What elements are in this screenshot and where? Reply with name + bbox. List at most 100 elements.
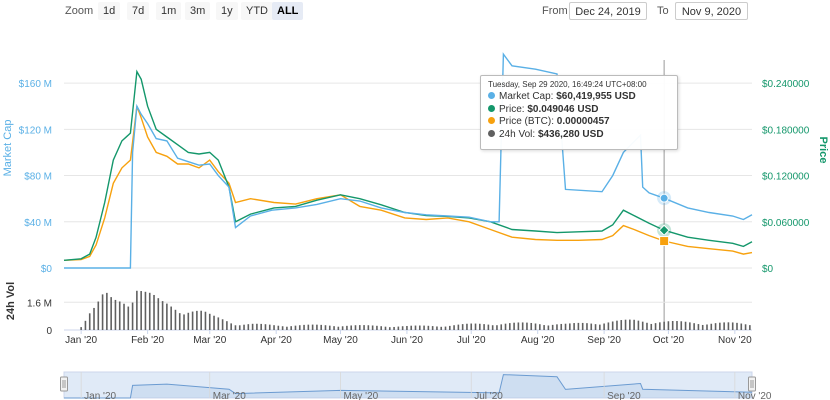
- volume-bar: [547, 325, 550, 330]
- price-btc-dot-icon: [488, 117, 495, 124]
- volume-bar: [427, 325, 430, 330]
- navigator-left-handle[interactable]: [60, 376, 68, 392]
- volume-bar: [509, 323, 511, 330]
- volume-bar: [93, 307, 95, 330]
- volume-bar: [354, 325, 357, 330]
- volume-bar: [178, 313, 181, 330]
- volume-bar: [526, 322, 528, 330]
- navigator-tick-label: Jul '20: [474, 391, 503, 400]
- volume-bar: [268, 324, 271, 330]
- market-cap-axis-title: Market Cap: [2, 120, 14, 177]
- volume-bar: [234, 325, 237, 330]
- volume-bar: [560, 323, 563, 330]
- zoom-1y-button[interactable]: 1y: [216, 2, 238, 20]
- to-date-input[interactable]: Nov 9, 2020: [675, 2, 748, 20]
- price-tick-label: $0: [762, 264, 774, 275]
- volume-bar: [277, 325, 280, 330]
- volume-bar: [401, 326, 404, 330]
- volume-bar: [204, 311, 207, 330]
- volume-bar: [620, 320, 623, 330]
- volume-bar: [650, 323, 653, 330]
- volume-bar: [423, 325, 425, 330]
- tooltip-row-volume: 24h Vol: $436,280 USD: [488, 129, 670, 142]
- volume-bar: [367, 325, 370, 330]
- volume-bar: [440, 326, 443, 330]
- volume-bar: [654, 323, 657, 330]
- volume-bar: [603, 323, 605, 330]
- market-cap-marker: [659, 193, 669, 203]
- volume-bar: [101, 294, 104, 330]
- volume-bar: [414, 325, 417, 330]
- volume-bar: [251, 323, 254, 330]
- hover-markers: [657, 191, 672, 247]
- volume-bar: [260, 323, 262, 330]
- volume-bar: [226, 321, 228, 330]
- volume-bar: [161, 301, 164, 330]
- x-tick-label: Feb '20: [131, 335, 164, 346]
- from-date-input[interactable]: Dec 24, 2019: [569, 2, 647, 20]
- volume-bar: [577, 322, 580, 330]
- volume-bar: [196, 310, 198, 330]
- zoom-3m-button[interactable]: 3m: [185, 2, 211, 20]
- volume-bar: [144, 291, 147, 330]
- zoom-7d-button[interactable]: 7d: [127, 2, 150, 20]
- volume-bar: [148, 292, 151, 330]
- tooltip-value: 0.00000457: [556, 116, 610, 127]
- series-lines: [63, 52, 753, 269]
- zoom-all-button[interactable]: ALL: [272, 2, 304, 20]
- x-tick-label: Nov '20: [718, 335, 752, 346]
- volume-bar: [324, 325, 327, 330]
- volume-bar: [221, 319, 224, 330]
- price-axis-title: Price: [817, 137, 829, 164]
- volume-bar: [217, 317, 220, 330]
- price-marker: [658, 224, 670, 236]
- chart-toolbar: Zoom 1d 7d 1m 3m 1y YTD ALL From Dec 24,…: [0, 0, 830, 26]
- volume-bar: [556, 324, 558, 330]
- volume-bar: [611, 321, 614, 330]
- volume-dot-icon: [488, 129, 495, 137]
- volume-bar: [256, 323, 258, 330]
- volume-bar: [264, 324, 267, 330]
- zoom-ytd-button[interactable]: YTD: [241, 2, 273, 20]
- volume-bar: [680, 321, 683, 330]
- volume-bar: [384, 326, 387, 330]
- price-axis: $0 $0.060000 $0.120000 $0.180000 $0.240000: [762, 79, 810, 275]
- volume-bar: [337, 326, 340, 330]
- zoom-1m-button[interactable]: 1m: [156, 2, 182, 20]
- navigator-area: [64, 374, 752, 398]
- navigator[interactable]: Jan '20 Mar '20 May '20 Jul '20 Sep '20 Nov '…: [60, 371, 772, 400]
- navigator-right-handle[interactable]: [748, 376, 756, 392]
- volume-bar: [633, 319, 635, 330]
- tooltip-row-market-cap: Market Cap: $60,419,955 USD: [488, 91, 670, 104]
- volume-bar: [320, 324, 322, 330]
- volume-bar: [453, 325, 455, 330]
- volume-bar: [500, 324, 503, 330]
- tooltip-row-price: Price: $0.049046 USD: [488, 104, 670, 117]
- volume-bar: [684, 321, 687, 330]
- volume-bar: [303, 324, 305, 330]
- volume-bar: [543, 325, 545, 330]
- price-tick-label: $0.180000: [762, 125, 810, 136]
- volume-bar: [174, 309, 177, 330]
- volume-bar: [491, 325, 494, 330]
- tooltip-label: Price:: [499, 103, 525, 115]
- price-tick-label: $0.120000: [762, 172, 810, 183]
- volume-bar: [701, 324, 704, 330]
- volume-bar: [504, 323, 507, 330]
- volume-bar: [470, 323, 473, 330]
- volume-bar: [731, 322, 734, 330]
- to-label: To: [657, 5, 669, 17]
- volume-bar: [573, 323, 575, 330]
- market-cap-line: [64, 52, 753, 269]
- volume-bar: [281, 326, 284, 330]
- market-cap-tick-label: $120 M: [19, 125, 52, 136]
- market-cap-tick-label: $80 M: [24, 172, 52, 183]
- volume-bar: [590, 323, 593, 330]
- zoom-1d-button[interactable]: 1d: [98, 2, 121, 20]
- volume-bar: [616, 320, 618, 330]
- market-cap-tick-label: $0: [41, 264, 53, 275]
- volume-bar: [581, 322, 584, 330]
- volume-bar: [744, 324, 747, 330]
- tooltip-date: Tuesday, Sep 29 2020, 16:49:24 UTC+08:00: [488, 80, 647, 89]
